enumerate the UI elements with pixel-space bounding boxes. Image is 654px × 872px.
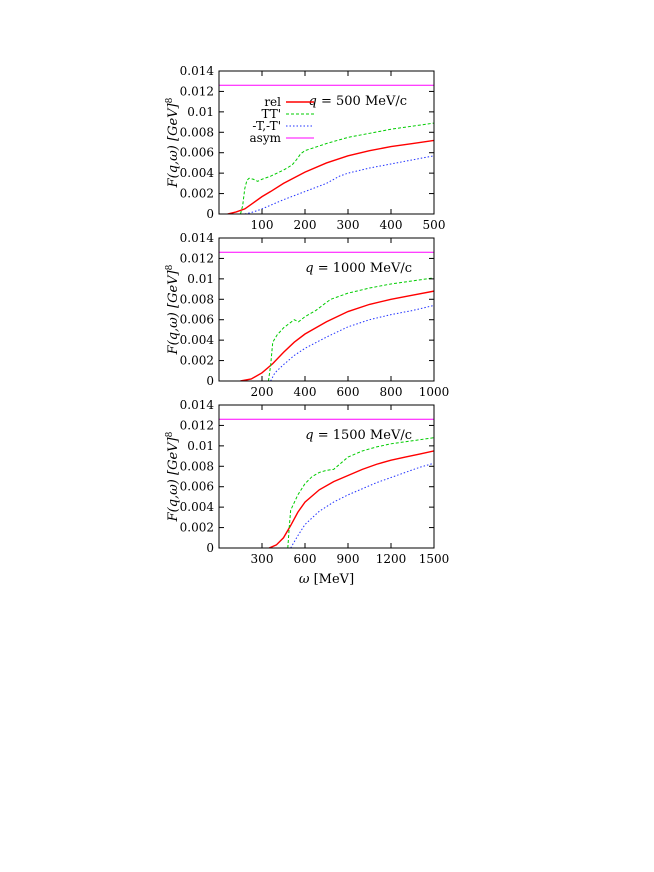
series-line-t-t — [244, 155, 434, 214]
y-tick-label: 0.01 — [187, 105, 214, 119]
q-annotation: q = 1500 MeV/c — [305, 428, 412, 443]
x-tick-label: 100 — [251, 218, 274, 232]
series-line-rel — [240, 290, 434, 381]
x-axis-label: ω [MeV] — [299, 572, 354, 587]
series-line-tt — [267, 277, 434, 381]
x-tick-label: 1000 — [419, 385, 450, 399]
legend-label: TT' — [261, 107, 281, 121]
x-tick-label: 900 — [337, 552, 360, 566]
y-tick-label: 0.008 — [180, 292, 214, 306]
x-tick-label: 1500 — [419, 552, 450, 566]
q-annotation: q = 1000 MeV/c — [305, 261, 412, 276]
x-tick-label: 800 — [380, 385, 403, 399]
y-tick-label: 0.002 — [180, 521, 214, 535]
legend-label: -T,-T' — [252, 119, 281, 133]
q-annotation: q = 500 MeV/c — [309, 94, 407, 109]
y-tick-label: 0 — [206, 207, 214, 221]
panel-bottom: 0 0.002 0.004 0.006 0.008 0.01 0.012 0.014 300 60… — [165, 398, 449, 587]
panel-middle: 0 0.002 0.004 0.006 0.008 0.01 0.012 0.014 200 40… — [165, 231, 449, 399]
y-tick-label: 0.01 — [187, 272, 214, 286]
y-axis-label: F(q,ω) [GeV]8 — [165, 431, 181, 522]
y-tick-label: 0.014 — [180, 64, 215, 78]
legend-label: asym — [250, 131, 282, 145]
y-tick-label: 0.004 — [180, 166, 215, 180]
y-tick-label: 0.006 — [180, 313, 214, 327]
x-tick-label: 600 — [337, 385, 360, 399]
plot-frame — [218, 404, 435, 549]
x-tick-label: 400 — [294, 385, 317, 399]
series-line-t-t — [270, 304, 434, 381]
y-tick-label: 0.006 — [180, 480, 214, 494]
plot-frame — [218, 237, 435, 382]
x-tick-label: 300 — [337, 218, 360, 232]
y-tick-label: 0.002 — [180, 354, 214, 368]
x-tick-label: 300 — [251, 552, 274, 566]
y-tick-label: 0 — [206, 374, 214, 388]
legend-label: rel — [264, 95, 281, 109]
y-tick-label: 0.012 — [180, 418, 214, 432]
y-axis-label: F(q,ω) [GeV]8 — [165, 264, 181, 355]
y-tick-label: 0.004 — [180, 333, 215, 347]
y-tick-label: 0.01 — [187, 439, 214, 453]
series-line-tt — [240, 122, 434, 214]
y-tick-label: 0.014 — [180, 398, 215, 412]
plot-frame — [218, 70, 435, 215]
y-tick-label: 0 — [206, 541, 214, 555]
y-tick-label: 0.008 — [180, 459, 214, 473]
series-line-rel — [268, 450, 434, 548]
y-tick-label: 0.014 — [180, 231, 215, 245]
y-tick-label: 0.012 — [180, 84, 214, 98]
x-tick-label: 200 — [251, 385, 274, 399]
panel-top: 0 0.002 0.004 0.006 0.008 0.01 0.012 0.014 100 20… — [165, 64, 445, 232]
y-tick-label: 0.002 — [180, 187, 214, 201]
x-tick-label: 600 — [294, 552, 317, 566]
y-tick-label: 0.004 — [180, 500, 215, 514]
x-tick-label: 500 — [423, 218, 446, 232]
y-tick-label: 0.012 — [180, 251, 214, 265]
y-tick-label: 0.008 — [180, 125, 214, 139]
series-line-rel — [227, 139, 434, 214]
x-tick-label: 200 — [294, 218, 317, 232]
y-tick-label: 0.006 — [180, 146, 214, 160]
y-axis-label: F(q,ω) [GeV]8 — [165, 97, 181, 188]
series-line-tt — [287, 437, 434, 548]
series-line-t-t — [290, 462, 434, 548]
x-tick-label: 400 — [380, 218, 403, 232]
x-tick-label: 1200 — [376, 552, 407, 566]
